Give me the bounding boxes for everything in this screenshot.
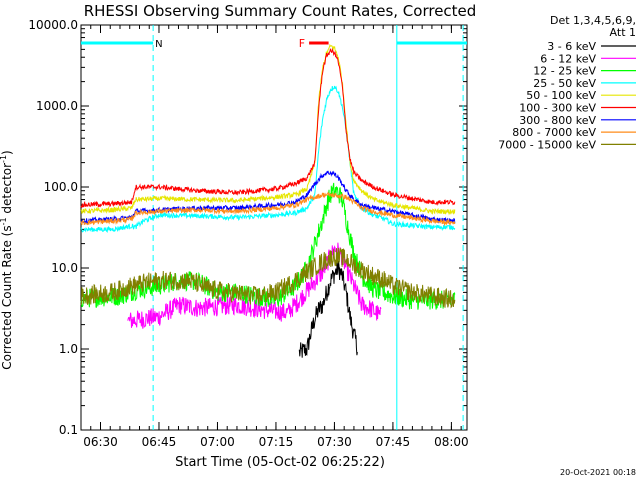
series-line-0 xyxy=(298,260,358,358)
y-axis-label-mid: detector xyxy=(0,163,14,218)
legend-label: 6 - 12 keV xyxy=(540,52,596,65)
legend-label: 800 - 7000 keV xyxy=(512,126,596,139)
y-tick-label: 100.0 xyxy=(44,180,78,194)
x-tick-label: 06:30 xyxy=(83,435,118,449)
y-tick-label: 10.0 xyxy=(51,261,78,275)
legend-label: 100 - 300 keV xyxy=(519,102,596,115)
x-tick-label: 08:00 xyxy=(434,435,469,449)
x-tick-label: 07:30 xyxy=(317,435,352,449)
y-axis-label-sup-2: -1 xyxy=(0,155,8,163)
y-axis-label-main: Corrected Count Rate (s xyxy=(0,225,14,369)
x-tick-label: 06:45 xyxy=(142,435,177,449)
legend-label: 25 - 50 keV xyxy=(533,77,596,90)
series-line-5 xyxy=(80,47,456,209)
legend-label: 50 - 100 keV xyxy=(526,89,596,102)
x-axis-label: Start Time (05-Oct-02 06:25:22) xyxy=(175,455,385,470)
series-line-7 xyxy=(80,191,456,227)
y-tick-label: 1.0 xyxy=(59,342,78,356)
series-line-4 xyxy=(80,43,456,216)
legend-header-line-1: Det 1,3,4,5,6,9, xyxy=(550,14,636,27)
y-tick-label: 1000.0 xyxy=(36,99,78,113)
x-tick-label: 07:45 xyxy=(376,435,411,449)
series-line-6 xyxy=(80,170,456,225)
y-axis-label: Corrected Count Rate (s-1 detector-1) xyxy=(0,150,14,369)
flare-label: F xyxy=(299,37,305,50)
x-tick-label: 07:00 xyxy=(200,435,235,449)
y-tick-label: 10000.0 xyxy=(28,18,78,32)
legend-label: 300 - 800 keV xyxy=(519,114,596,127)
plot-frame xyxy=(80,24,468,431)
series-line-8 xyxy=(80,247,456,309)
legend-label: 7000 - 15000 keV xyxy=(498,138,596,151)
y-axis-label-sup-1: -1 xyxy=(0,217,8,225)
y-axis-label-end: ) xyxy=(0,150,14,155)
y-tick-label: 0.1 xyxy=(59,423,78,437)
x-tick-label: 07:15 xyxy=(259,435,294,449)
legend-label: 12 - 25 keV xyxy=(533,65,596,78)
night-label: N xyxy=(155,39,162,50)
legend-header-line-2: Att 1 xyxy=(610,26,636,39)
series-line-3 xyxy=(80,85,456,233)
chart-title: RHESSI Observing Summary Count Rates, Co… xyxy=(84,2,477,20)
plot-area: 0.1 1.0 10.0 100.0 1000.0 10000.0 06:30 06:45 07… xyxy=(28,18,468,449)
legend-label: 3 - 6 keV xyxy=(547,40,596,53)
footer-timestamp: 20-Oct-2021 00:18 xyxy=(560,468,636,477)
